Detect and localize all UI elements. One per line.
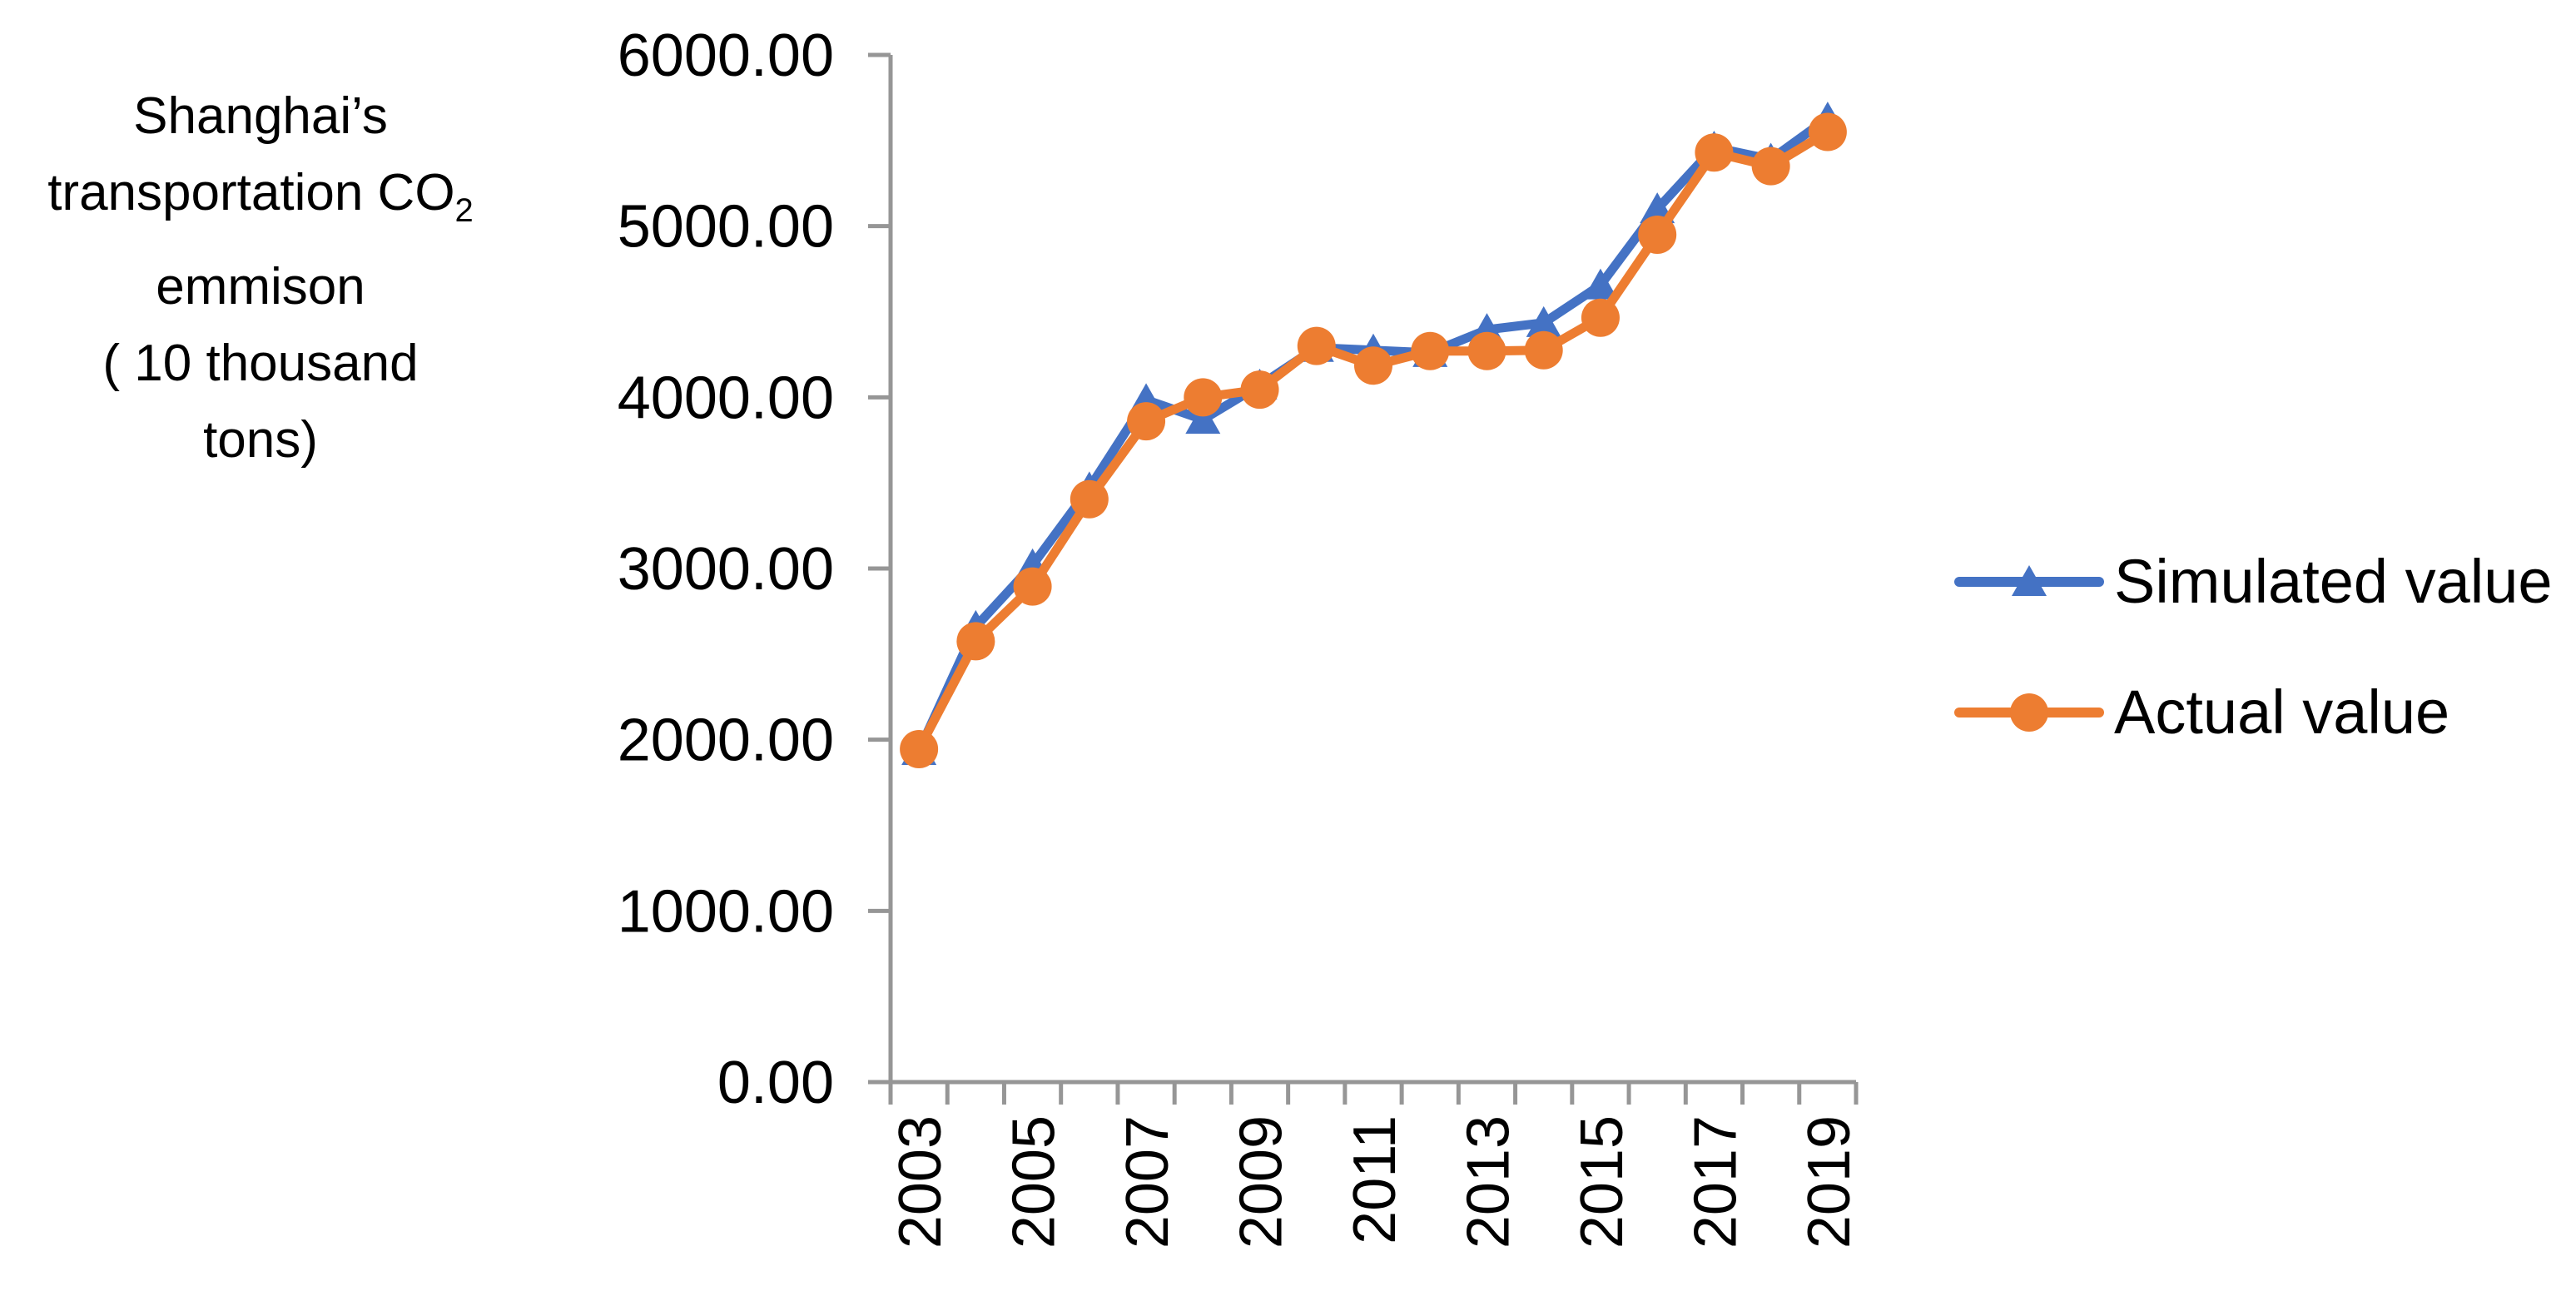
y-tick-label: 5000.00 (618, 194, 834, 261)
actual-line (914, 127, 1833, 754)
legend-marker (2012, 564, 2047, 596)
y-tick-label: 3000.00 (618, 536, 834, 603)
legend: Simulated value Actual value (1954, 546, 2553, 807)
actual-marker (1751, 146, 1790, 186)
y-tick-label: 6000.00 (618, 22, 834, 89)
y-axis-title-line: transportation CO2 (47, 164, 474, 229)
y-axis-title: Shanghai’s transportation CO2 emmison ( … (7, 78, 514, 479)
x-tick-label: 2007 (1114, 1115, 1181, 1249)
x-tick-label: 2013 (1455, 1115, 1521, 1249)
x-tick-label: 2015 (1569, 1115, 1635, 1249)
co2-subscript: 2 (454, 192, 474, 229)
axis-lines (888, 55, 1856, 1085)
simulated-line (914, 113, 1833, 756)
actual-marker (1581, 298, 1620, 337)
simulated-marker (1185, 403, 1221, 434)
actual-marker (1184, 378, 1223, 417)
actual-marker (1808, 112, 1847, 151)
actual-marker (1638, 215, 1677, 254)
legend-swatch-actual-icon (1954, 693, 2104, 732)
x-tick-label: 2005 (1001, 1115, 1068, 1249)
y-axis-title-line: emmison (156, 258, 365, 315)
x-tick-label: 2017 (1682, 1115, 1749, 1249)
y-tick-label: 2000.00 (618, 708, 834, 774)
simulated-marker (1526, 305, 1561, 337)
actual-marker (1411, 331, 1450, 370)
legend-swatch-simulated-icon (1954, 564, 2104, 596)
x-tick-label: 2019 (1796, 1115, 1863, 1249)
actual-marker (1240, 370, 1279, 410)
actual-marker (1354, 346, 1392, 385)
y-axis-title-line: Shanghai’s (133, 87, 388, 145)
y-axis-title-line: ( 10 thousand (102, 335, 419, 392)
actual-marker (1013, 567, 1052, 606)
legend-item-actual: Actual value (1954, 677, 2553, 747)
actual-marker (1070, 479, 1109, 519)
actual-marker (1297, 326, 1336, 365)
y-tick-label: 0.00 (717, 1050, 834, 1116)
x-tick-label: 2011 (1342, 1115, 1408, 1244)
actual-marker (900, 729, 939, 768)
y-tick-label: 1000.00 (618, 878, 834, 945)
legend-marker (2010, 693, 2048, 732)
legend-item-simulated: Simulated value (1954, 546, 2553, 617)
simulated-marker (1582, 268, 1618, 300)
actual-marker (1695, 133, 1734, 172)
actual-marker (1467, 331, 1506, 370)
legend-label-simulated: Simulated value (2114, 547, 2553, 616)
actual-marker (1524, 330, 1563, 370)
actual-marker (1127, 402, 1166, 441)
y-tick-label: 4000.00 (618, 365, 834, 431)
legend-label-actual: Actual value (2114, 678, 2450, 747)
actual-marker (956, 622, 995, 661)
x-tick-label: 2009 (1228, 1115, 1295, 1249)
x-tick-label: 2003 (887, 1115, 954, 1249)
y-axis-title-line: tons) (203, 411, 318, 469)
